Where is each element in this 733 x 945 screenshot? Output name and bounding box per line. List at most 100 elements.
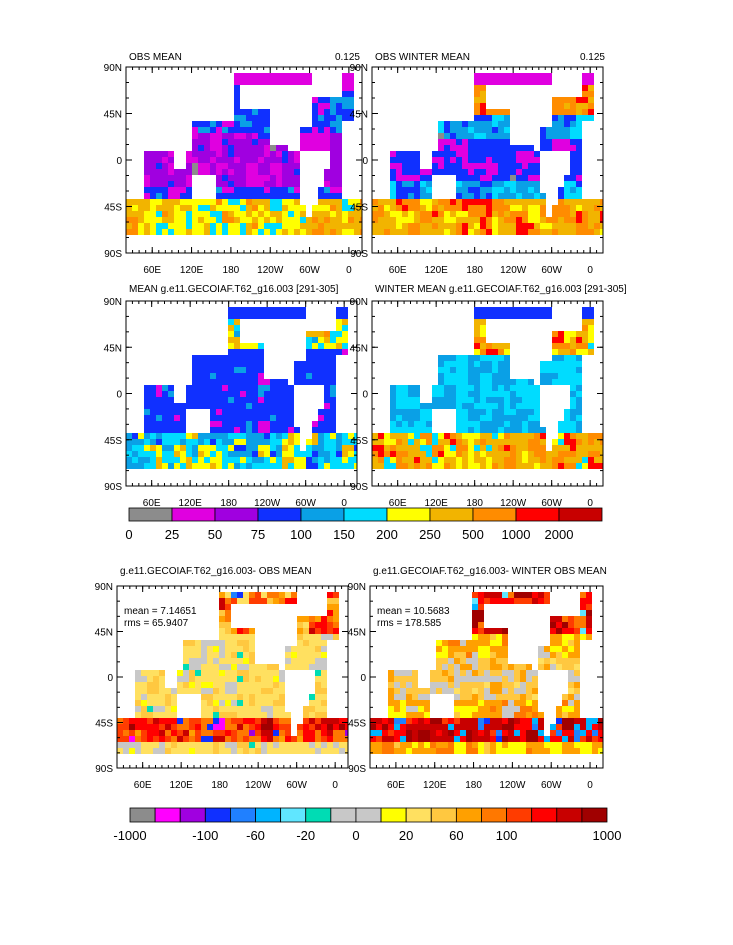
- lat-label: 90S: [104, 249, 122, 260]
- lat-label: 45S: [350, 203, 368, 214]
- map-field: [372, 307, 603, 469]
- lat-label: 90S: [104, 482, 122, 493]
- lon-label: 180: [466, 265, 483, 276]
- colorbar-box: [214, 507, 259, 522]
- colorbar-label: 50: [208, 527, 222, 542]
- panel-5-mean-stat: mean = 7.14651: [124, 606, 197, 617]
- panel-1-subtitle: 0.125: [334, 52, 360, 63]
- lon-label: 120W: [245, 780, 272, 791]
- panel-3-title: MEAN g.e11.GECOIAF.T62_g16.003 [291-305]: [129, 284, 339, 295]
- map-field: [117, 592, 348, 754]
- lat-label: 0: [362, 156, 368, 167]
- colorbar-label: 150: [333, 527, 355, 542]
- lon-label: 120E: [180, 265, 204, 276]
- lon-label: 120E: [424, 498, 448, 509]
- colorbar-label: 2000: [545, 527, 574, 542]
- colorbar-label: -20: [296, 828, 315, 843]
- colorbar-label: 1000: [593, 828, 622, 843]
- panel-5-title: g.e11.GECOIAF.T62_g16.003- OBS MEAN: [120, 566, 312, 577]
- map-field: [372, 73, 603, 235]
- lon-label: 60W: [541, 780, 562, 791]
- lon-label: 120E: [169, 780, 193, 791]
- lon-label: 60W: [541, 265, 562, 276]
- colorbar-box: [257, 507, 302, 522]
- colorbar-label: 200: [376, 527, 398, 542]
- map-panel-5: [116, 585, 349, 769]
- colorbar-box: [386, 507, 431, 522]
- lon-label: 180: [220, 498, 237, 509]
- colorbar-label: 0: [352, 828, 359, 843]
- colorbar-box: [472, 507, 517, 522]
- lon-label: 0: [346, 265, 352, 276]
- lat-label: 45N: [350, 110, 368, 121]
- colorbar-box: [380, 807, 407, 823]
- colorbar-box: [179, 807, 206, 823]
- lat-label: 45N: [348, 628, 366, 639]
- map-field: [126, 307, 357, 469]
- map-panel-6: [369, 585, 604, 769]
- panel-2-subtitle: 0.125: [579, 52, 605, 63]
- colorbar-box: [171, 507, 216, 522]
- lat-label: 45N: [104, 110, 122, 121]
- lon-label: 120E: [424, 265, 448, 276]
- colorbar-label: 20: [399, 828, 413, 843]
- colorbar-box: [128, 507, 173, 522]
- lon-label: 180: [466, 498, 483, 509]
- lat-label: 0: [107, 673, 113, 684]
- lat-label: 90N: [104, 297, 122, 308]
- lon-label: 180: [465, 780, 482, 791]
- lat-label: 45S: [95, 719, 113, 730]
- colorbar-label: 25: [165, 527, 179, 542]
- lon-label: 60W: [541, 498, 562, 509]
- lon-label: 60E: [389, 498, 407, 509]
- map-field: [126, 73, 362, 235]
- lon-label: 120E: [178, 498, 202, 509]
- lat-label: 90N: [350, 63, 368, 74]
- lon-label: 180: [211, 780, 228, 791]
- colorbar-label: 0: [125, 527, 132, 542]
- panel-5-rms-stat: rms = 65.9407: [124, 618, 189, 629]
- panel-6-rms-stat: rms = 178.585: [377, 618, 442, 629]
- lat-label: 0: [116, 390, 122, 401]
- lon-label: 180: [223, 265, 240, 276]
- lon-label: 0: [587, 498, 593, 509]
- lat-label: 45S: [348, 719, 366, 730]
- lat-label: 90N: [348, 582, 366, 593]
- panel-6-title: g.e11.GECOIAF.T62_g16.003- WINTER OBS ME…: [373, 566, 607, 577]
- lat-label: 0: [360, 673, 366, 684]
- difference-colorbar: [129, 807, 608, 823]
- colorbar-label: 75: [251, 527, 265, 542]
- colorbar-box: [129, 807, 156, 823]
- lat-label: 45N: [95, 628, 113, 639]
- colorbar-label: 500: [462, 527, 484, 542]
- colorbar-box: [531, 807, 558, 823]
- lon-label: 60E: [143, 498, 161, 509]
- lon-label: 120W: [500, 498, 527, 509]
- lon-label: 0: [341, 498, 347, 509]
- lat-label: 90N: [95, 582, 113, 593]
- colorbar-box: [430, 807, 457, 823]
- colorbar-label: 100: [496, 828, 518, 843]
- lat-label: 90N: [350, 297, 368, 308]
- lon-label: 60W: [299, 265, 320, 276]
- colorbar-label: 60: [449, 828, 463, 843]
- map-panel-4: [371, 300, 604, 487]
- map-panel-3: [125, 300, 358, 487]
- colorbar-box: [280, 807, 307, 823]
- panel-2-title: OBS WINTER MEAN: [375, 52, 471, 63]
- colorbar-box: [255, 807, 282, 823]
- colorbar-box: [481, 807, 507, 823]
- panel-4-title: WINTER MEAN g.e11.GECOIAF.T62_g16.003 [2…: [375, 284, 627, 295]
- lat-label: 45N: [350, 343, 368, 354]
- lon-label: 120W: [500, 265, 527, 276]
- colorbar-box: [355, 807, 382, 823]
- colorbar-label: 100: [290, 527, 312, 542]
- lon-label: 120E: [423, 780, 447, 791]
- colorbar-box: [581, 807, 608, 823]
- colorbar-box: [204, 807, 231, 823]
- colorbar-label: -1000: [113, 828, 146, 843]
- lat-label: 0: [362, 390, 368, 401]
- colorbar-box: [330, 807, 357, 823]
- lon-label: 60W: [295, 498, 316, 509]
